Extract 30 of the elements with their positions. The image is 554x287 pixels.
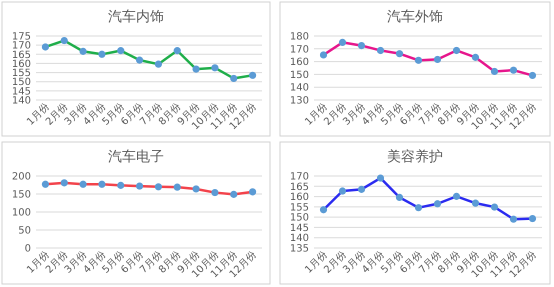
y-tick-label: 135 (290, 244, 309, 254)
y-tick-label: 180 (290, 32, 309, 42)
chart-title: 汽车外饰 (387, 9, 443, 25)
y-tick-label: 175 (12, 32, 31, 42)
y-tick-label: 160 (290, 57, 309, 68)
chart-title: 汽车电子 (108, 149, 164, 165)
y-tick-label: 130 (290, 96, 309, 106)
y-tick-label: 150 (12, 190, 31, 200)
y-tick-label: 50 (18, 226, 31, 236)
y-tick-label: 160 (12, 58, 31, 70)
y-tick-label: 155 (290, 202, 309, 214)
y-tick-label: 140 (290, 233, 309, 244)
y-tick-label: 140 (290, 82, 309, 94)
y-tick-label: 150 (290, 212, 309, 224)
y-tick-label: 0 (24, 244, 31, 254)
y-tick-label: 100 (12, 208, 31, 218)
chart-title: 美容养护 (387, 149, 443, 165)
chart-title: 汽车内饰 (108, 9, 164, 25)
y-tick-label: 165 (290, 182, 309, 193)
y-tick-label: 170 (290, 172, 309, 182)
y-tick-label: 165 (12, 50, 31, 61)
y-tick-label: 200 (12, 172, 31, 182)
y-tick-label: 140 (12, 96, 31, 106)
y-tick-label: 170 (12, 40, 31, 52)
y-tick-label: 150 (12, 77, 31, 88)
y-tick-label: 145 (12, 86, 31, 98)
y-tick-label: 160 (290, 192, 309, 204)
y-tick-label: 170 (290, 44, 309, 56)
y-tick-label: 145 (290, 222, 309, 234)
y-tick-label: 150 (290, 70, 309, 81)
